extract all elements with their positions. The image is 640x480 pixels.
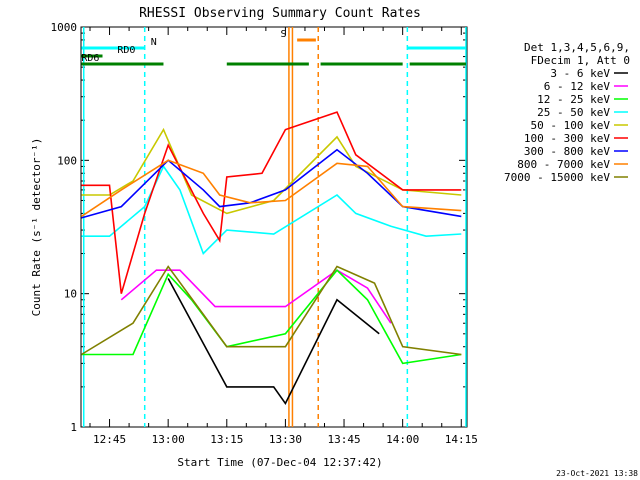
x-tick-label: 13:45 <box>327 433 360 446</box>
series-line-3 <box>81 269 462 365</box>
x-tick-label: 14:00 <box>386 433 419 446</box>
series-line-8 <box>80 159 462 218</box>
legend-entry: 6 - 12 keV <box>544 80 611 93</box>
series-line-5 <box>81 127 462 215</box>
state-label-s: S <box>280 29 286 40</box>
x-axis-label: Start Time (07-Dec-04 12:37:42) <box>177 456 382 469</box>
plot-frame <box>80 26 468 428</box>
series-line-7 <box>81 148 462 219</box>
y-tick-label: 10 <box>64 288 77 301</box>
series-layer <box>80 111 462 406</box>
legend-entry: 100 - 300 keV <box>524 132 610 145</box>
x-tick-label: 12:45 <box>93 433 126 446</box>
y-tick-label: 1000 <box>51 21 78 34</box>
legend-entry: 12 - 25 keV <box>537 93 610 106</box>
legend-entry: 300 - 800 keV <box>524 145 610 158</box>
x-tick-label: 13:15 <box>210 433 243 446</box>
legend-entry: 3 - 6 keV <box>550 67 610 80</box>
chart-title: RHESSI Observing Summary Count Rates <box>139 6 421 21</box>
date-stamp: 23-Oct-2021 13:38 <box>556 469 638 478</box>
series-line-1 <box>167 278 380 406</box>
legend-entry: 7000 - 15000 keV <box>504 171 610 184</box>
legend-header: Det 1,3,4,5,6,9, <box>524 41 630 54</box>
state-label-rd0: RD0 <box>117 45 135 56</box>
x-tick-label: 13:00 <box>152 433 185 446</box>
y-axis-label: Count Rate (s⁻¹ detector⁻¹) <box>30 138 43 317</box>
legend-entry: 800 - 7000 keV <box>517 158 610 171</box>
legend-entry: 25 - 50 keV <box>537 106 610 119</box>
annotation-layer: N RD0 RD6 S <box>81 27 467 427</box>
series-line-2 <box>120 269 392 324</box>
x-axis: 12:45 13:00 13:15 13:30 13:45 14:00 14:15 <box>89 27 478 446</box>
y-tick-label: 1 <box>70 421 77 434</box>
series-line-4 <box>81 164 462 255</box>
x-tick-label: 13:30 <box>269 433 302 446</box>
state-label-rd6: RD6 <box>81 53 99 64</box>
state-label-n: N <box>151 37 157 48</box>
series-line-9 <box>80 265 462 356</box>
legend-header: FDecim 1, Att 0 <box>531 54 630 67</box>
legend: Det 1,3,4,5,6,9,FDecim 1, Att 03 - 6 keV… <box>504 41 630 184</box>
x-tick-label: 14:15 <box>445 433 478 446</box>
y-axis: 1 10 100 1000 <box>51 21 467 434</box>
legend-entry: 50 - 100 keV <box>531 119 611 132</box>
y-tick-label: 100 <box>57 154 77 167</box>
series-line-6 <box>81 111 462 294</box>
